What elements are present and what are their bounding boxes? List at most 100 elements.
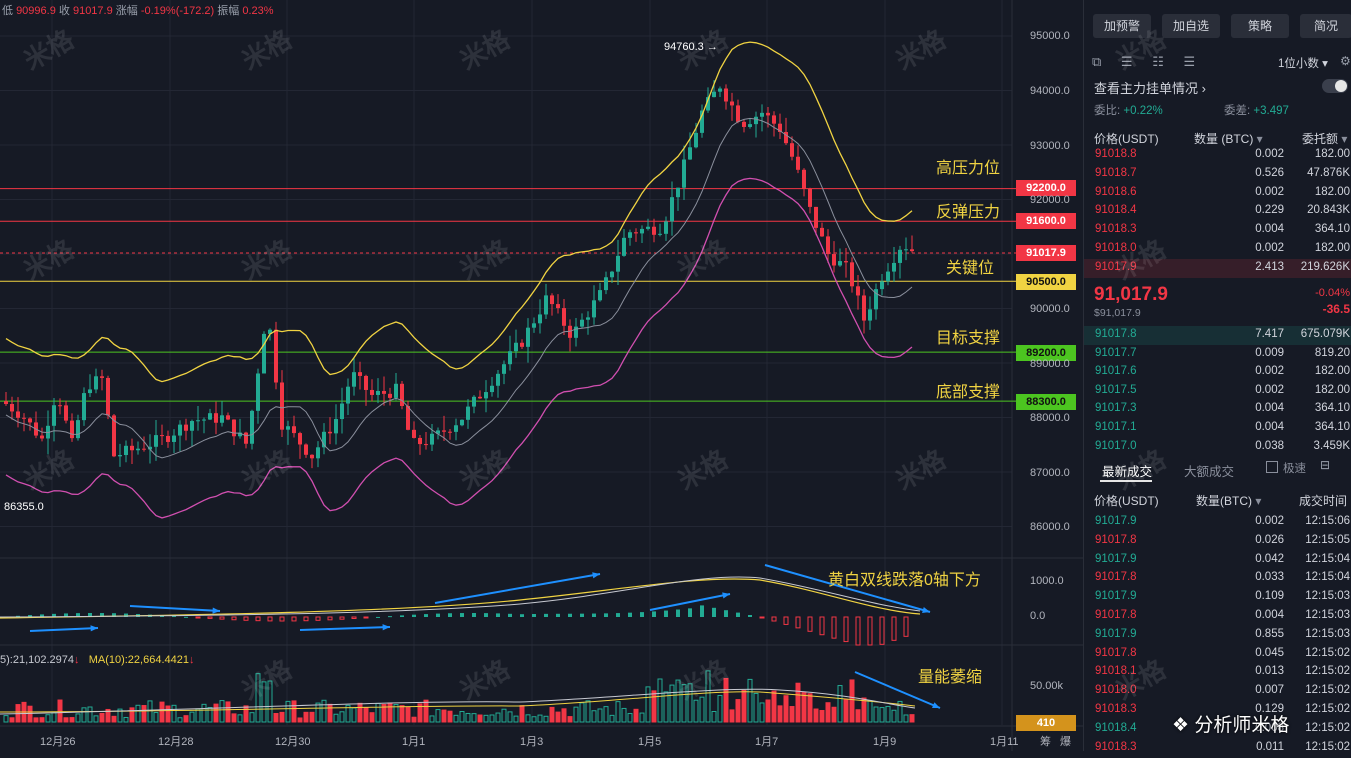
x-tick: 12月26 <box>40 736 76 748</box>
kline-chart[interactable]: 低 90996.9 收 91017.9 涨幅 -0.19%(-172.2) 振幅… <box>0 0 1083 751</box>
decimal-select[interactable]: 1位小数 ▾ <box>1278 58 1328 70</box>
candle-body <box>106 377 110 416</box>
candle-body <box>592 300 596 318</box>
bid-row[interactable]: 91017.8 7.417 675.079K <box>1084 326 1351 345</box>
bid-row[interactable]: 91017.0 0.038 3.459K <box>1084 438 1351 457</box>
bid-row[interactable]: 91017.7 0.009 819.20 <box>1084 345 1351 364</box>
main-order-toggle[interactable] <box>1322 79 1348 93</box>
bid-price: 91017.6 <box>1095 365 1137 378</box>
view-mode-icons[interactable]: ⧉ ☰ ☷ ☰ <box>1092 54 1195 70</box>
bid-row[interactable]: 91017.3 0.004 364.10 <box>1084 400 1351 419</box>
ask-row[interactable]: 91018.3 0.004 364.10 <box>1084 221 1351 240</box>
volume-bar <box>249 712 255 723</box>
candle-body <box>22 417 26 419</box>
macd-bar <box>448 613 452 617</box>
trade-header-qty[interactable]: 数量(BTC) ▾ <box>1196 494 1262 508</box>
bid-only-icon[interactable]: ☷ <box>1152 54 1164 69</box>
list-icon[interactable]: ☰ <box>1183 54 1196 69</box>
trade-row[interactable]: 91018.3 0.011 12:15:02 <box>1084 739 1351 758</box>
volume-bar <box>219 700 225 723</box>
macd-bar <box>255 616 261 622</box>
candle-body <box>118 455 122 457</box>
trade-row[interactable]: 91017.8 0.033 12:15:04 <box>1084 569 1351 588</box>
chart-canvas[interactable] <box>0 0 1083 751</box>
candle-body <box>622 237 626 256</box>
candle-body <box>832 254 836 266</box>
strategy-button[interactable]: 策略 <box>1231 14 1289 38</box>
candle-body <box>232 419 236 437</box>
candle-body <box>16 411 20 418</box>
fast-checkbox[interactable] <box>1266 461 1278 473</box>
trade-row[interactable]: 91017.8 0.004 12:15:03 <box>1084 607 1351 626</box>
ask-only-icon[interactable]: ☰ <box>1120 54 1133 69</box>
trade-row[interactable]: 91018.0 0.007 12:15:02 <box>1084 682 1351 701</box>
candle-body <box>406 406 410 430</box>
volume-bar <box>699 696 705 723</box>
volume-bar <box>489 714 495 723</box>
bid-row[interactable]: 91017.5 0.002 182.00 <box>1084 382 1351 401</box>
trade-row[interactable]: 91017.9 0.109 12:15:03 <box>1084 588 1351 607</box>
trade-row[interactable]: 91018.1 0.013 12:15:02 <box>1084 663 1351 682</box>
ask-row[interactable]: 91018.0 0.002 182.00 <box>1084 240 1351 259</box>
candle-body <box>352 372 356 387</box>
trade-row[interactable]: 91017.9 0.002 12:15:06 <box>1084 513 1351 532</box>
macd-bar <box>388 616 392 618</box>
candle-body <box>76 420 80 439</box>
candle-body <box>100 376 104 378</box>
macd-bar <box>207 616 213 619</box>
annotation-key-level: 关键位 <box>946 260 995 277</box>
tab-large-trades[interactable]: 大额成交 <box>1184 465 1235 479</box>
trade-row[interactable]: 91018.4 0.008 12:15:02 <box>1084 720 1351 739</box>
candle-body <box>430 433 434 445</box>
ask-row[interactable]: 91017.9 2.413 219.626K <box>1084 258 1351 278</box>
annotation-rebound-resistance: 反弹压力 <box>936 204 1001 221</box>
trade-time: 12:15:02 <box>1305 646 1350 659</box>
volume-bar <box>687 683 693 723</box>
filter-icon[interactable]: ⊟ <box>1320 458 1331 472</box>
volume-bar <box>813 708 819 723</box>
tab-latest-trades[interactable]: 最新成交 <box>1102 465 1153 479</box>
candle-body <box>286 426 290 430</box>
trade-qty: 0.002 <box>1255 515 1284 527</box>
volume-bar <box>513 715 519 723</box>
bid-row[interactable]: 91017.1 0.004 364.10 <box>1084 419 1351 438</box>
low-price-label: 86355.0 <box>4 501 44 513</box>
ob-header-total[interactable]: 委托额 ▾ <box>1302 132 1348 146</box>
add-alert-button[interactable]: 加预警 <box>1093 14 1151 38</box>
trade-price: 91017.9 <box>1095 552 1137 565</box>
y-tick: 90000.0 <box>1030 303 1070 315</box>
ask-row[interactable]: 91018.4 0.229 20.843K <box>1084 202 1351 221</box>
settings-icon[interactable]: ⚙ <box>1340 54 1351 68</box>
ob-header-qty[interactable]: 数量 (BTC) ▾ <box>1194 132 1263 146</box>
ask-row[interactable]: 91018.8 0.002 182.00 <box>1084 146 1351 165</box>
trade-row[interactable]: 91017.8 0.026 12:15:05 <box>1084 532 1351 551</box>
volume-bar <box>723 677 729 723</box>
candle-body <box>244 432 248 444</box>
ask-row[interactable]: 91018.6 0.002 182.00 <box>1084 184 1351 203</box>
trade-row[interactable]: 91017.9 0.042 12:15:04 <box>1084 551 1351 570</box>
ask-qty: 0.002 <box>1255 242 1284 254</box>
both-sides-icon[interactable]: ⧉ <box>1092 54 1102 69</box>
candle-body <box>886 271 890 282</box>
x-tick: 1月9 <box>873 736 897 748</box>
volume-bar <box>405 706 411 723</box>
chip-label[interactable]: 筹 <box>1040 736 1051 748</box>
burst-label[interactable]: 爆 <box>1060 736 1071 748</box>
add-watchlist-button[interactable]: 加自选 <box>1162 14 1220 38</box>
summary-button[interactable]: 简况 <box>1300 14 1351 38</box>
ask-row[interactable]: 91018.7 0.526 47.876K <box>1084 165 1351 184</box>
trend-arrow <box>854 671 941 709</box>
trade-row[interactable]: 91017.8 0.045 12:15:02 <box>1084 645 1351 664</box>
macd-tick: 0.0 <box>1030 610 1046 622</box>
main-order-link[interactable]: 查看主力挂单情况 › <box>1094 81 1206 96</box>
candle-body <box>796 156 800 170</box>
trade-qty: 0.855 <box>1255 627 1284 640</box>
volume-bar <box>213 703 219 723</box>
trade-row[interactable]: 91018.3 0.129 12:15:02 <box>1084 701 1351 720</box>
x-tick: 1月7 <box>755 736 779 748</box>
trade-row[interactable]: 91017.9 0.855 12:15:03 <box>1084 626 1351 645</box>
bid-row[interactable]: 91017.6 0.002 182.00 <box>1084 363 1351 382</box>
volume-bar <box>129 707 135 723</box>
ask-total: 364.10 <box>1314 223 1350 236</box>
volume-ma5-line <box>0 688 916 715</box>
